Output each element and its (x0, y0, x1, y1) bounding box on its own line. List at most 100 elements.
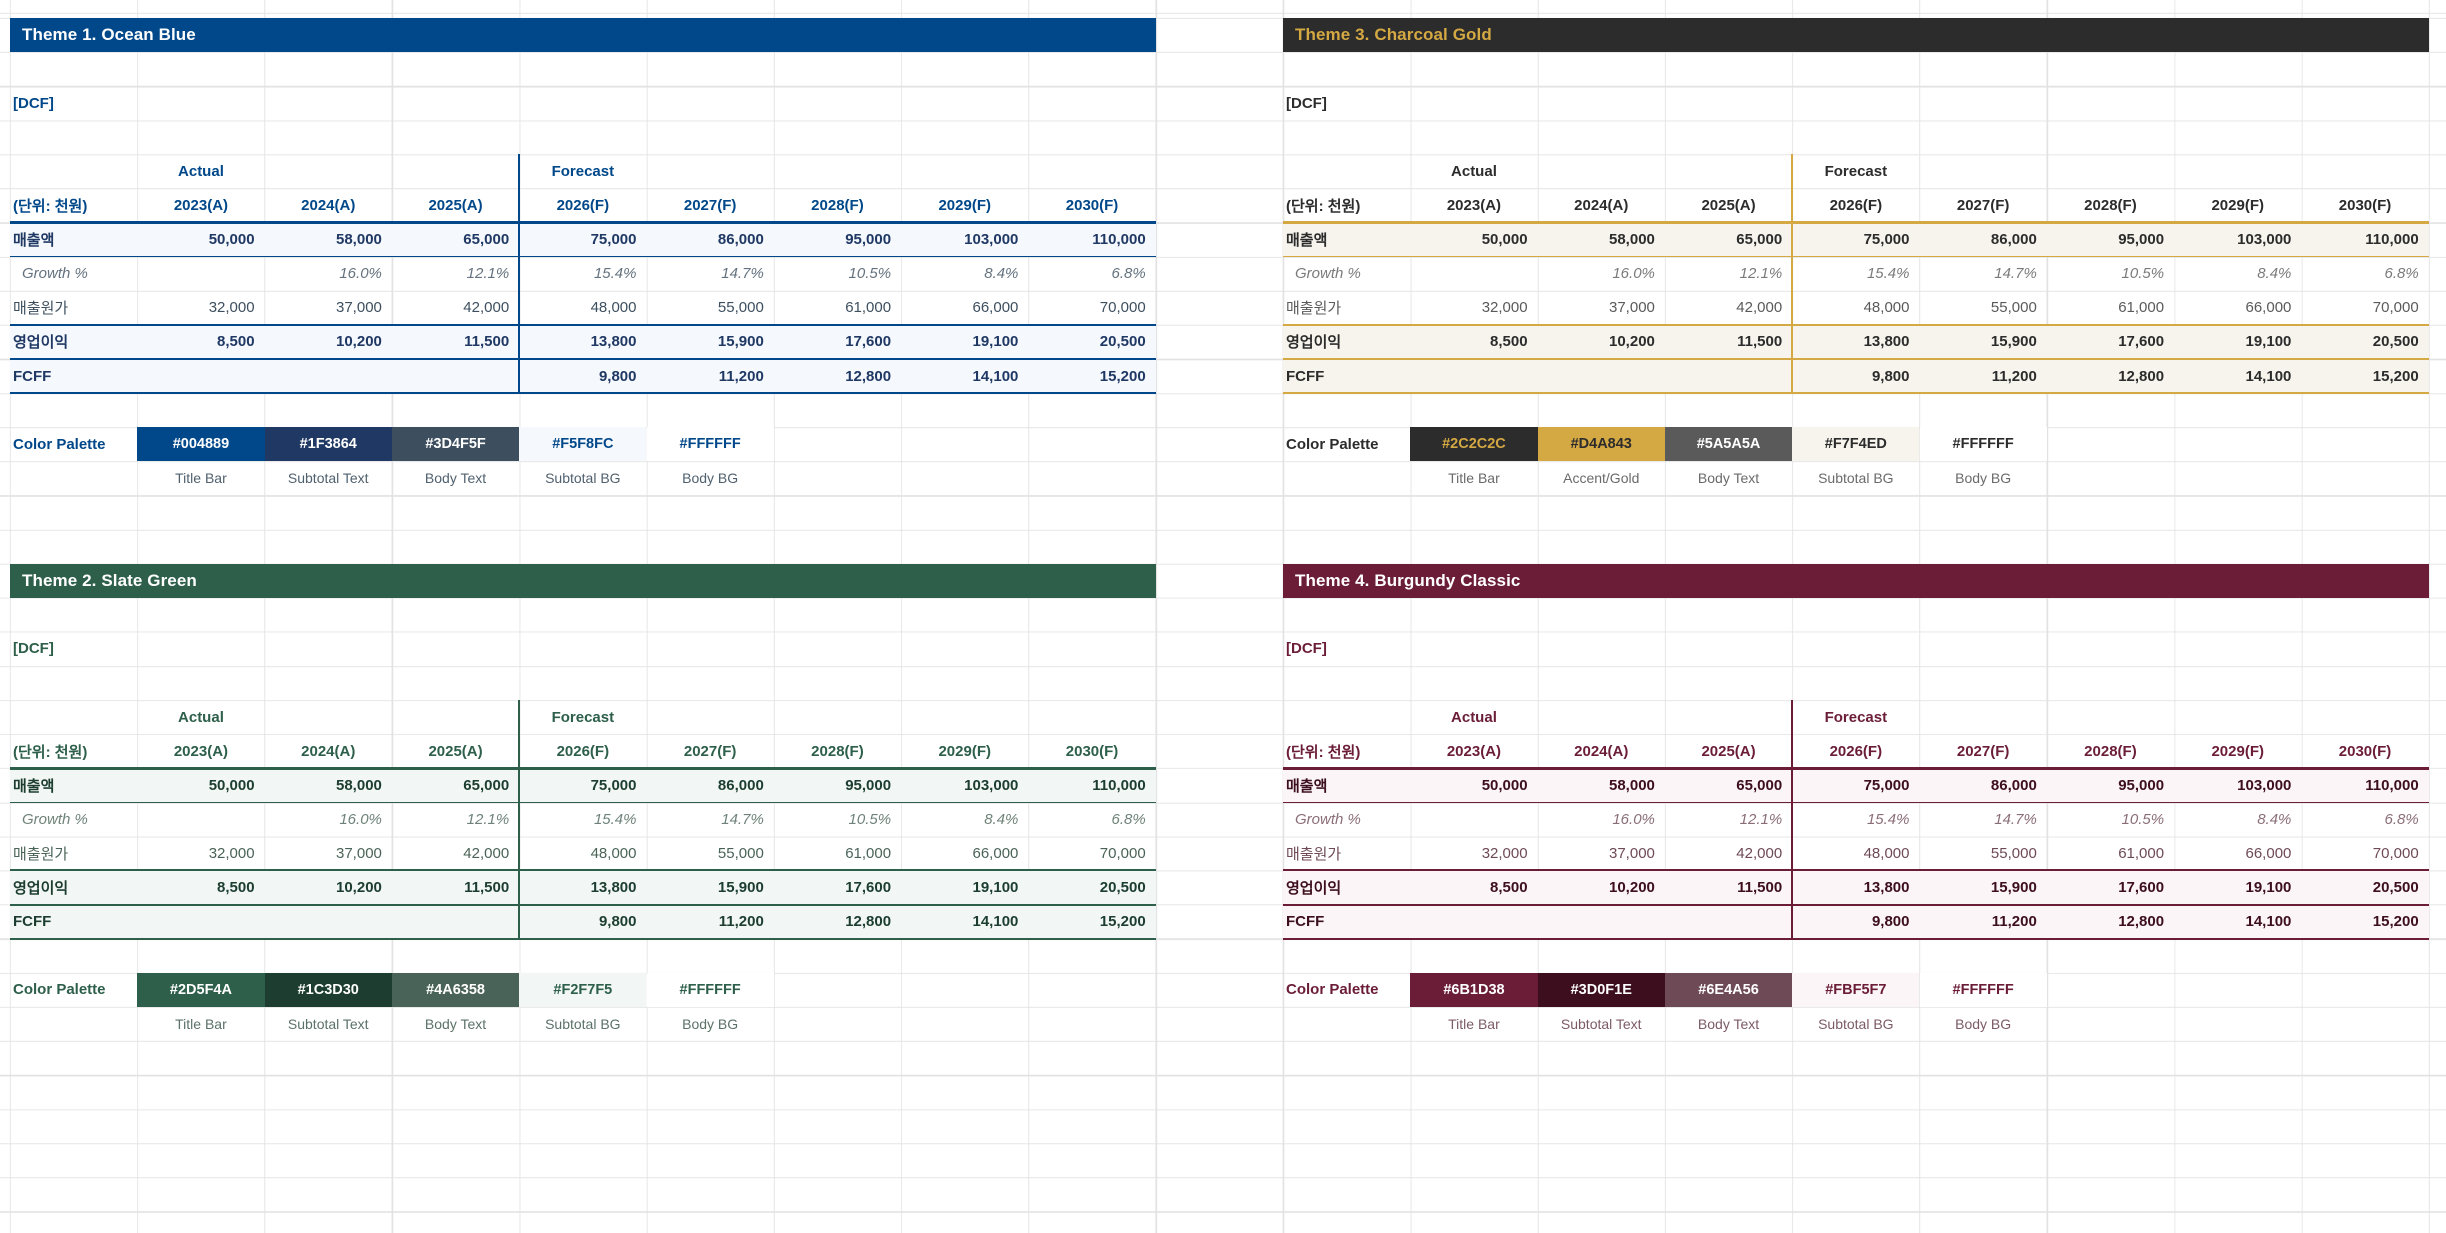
value-cell[interactable]: 8.4% (984, 265, 1019, 283)
group-header-actual[interactable]: Actual (178, 162, 224, 180)
value-cell[interactable]: 12.1% (466, 265, 510, 283)
value-cell[interactable]: 50,000 (208, 231, 255, 249)
unit-label-cell[interactable]: (단위: 천원) (1286, 198, 1361, 216)
value-cell[interactable]: 14,100 (972, 367, 1019, 385)
value-cell[interactable]: 42,000 (463, 844, 510, 862)
year-header-cell[interactable]: 2028(F) (2084, 742, 2137, 760)
value-cell[interactable]: 11,500 (464, 333, 510, 351)
value-cell[interactable]: 42,000 (1736, 299, 1783, 317)
value-cell[interactable]: 14.7% (721, 810, 764, 828)
value-cell[interactable]: 70,000 (1099, 844, 1146, 862)
value-cell[interactable] (265, 905, 392, 939)
value-cell[interactable]: 19,100 (2245, 333, 2292, 351)
value-cell[interactable] (137, 257, 264, 291)
value-cell[interactable]: 13,800 (1863, 879, 1910, 897)
value-cell[interactable] (1538, 359, 1665, 393)
year-header-cell[interactable]: 2029(F) (938, 742, 991, 760)
value-cell[interactable]: 16.0% (339, 265, 382, 283)
value-cell[interactable]: 16.0% (339, 810, 382, 828)
value-cell[interactable]: 15,200 (2372, 367, 2419, 385)
value-cell[interactable]: 12,800 (845, 367, 892, 385)
value-cell[interactable]: 70,000 (2372, 299, 2419, 317)
year-header-cell[interactable]: 2026(F) (1829, 197, 1883, 215)
year-header-cell[interactable]: 2027(F) (1956, 742, 2010, 760)
value-cell[interactable]: 95,000 (2118, 231, 2165, 249)
value-cell[interactable]: 50,000 (1481, 776, 1528, 794)
palette-swatch[interactable]: #D4A843 (1537, 427, 1665, 462)
value-cell[interactable]: 15.4% (593, 810, 637, 828)
value-cell[interactable]: 55,000 (717, 299, 764, 317)
palette-swatch[interactable]: #2D5F4A (137, 972, 265, 1007)
value-cell[interactable]: 66,000 (972, 299, 1019, 317)
value-cell[interactable]: 11,500 (1737, 879, 1783, 897)
row-label-cell[interactable]: FCFF (13, 367, 52, 385)
value-cell[interactable]: 37,000 (336, 844, 382, 862)
year-header-cell[interactable]: 2023(A) (173, 742, 229, 760)
value-cell[interactable] (392, 359, 519, 393)
value-cell[interactable]: 66,000 (972, 844, 1019, 862)
year-header-cell[interactable]: 2029(F) (2211, 742, 2264, 760)
value-cell[interactable]: 42,000 (463, 299, 510, 317)
row-label-cell[interactable]: FCFF (1286, 913, 1325, 931)
value-cell[interactable]: 6.8% (1111, 810, 1146, 828)
dcf-label-cell[interactable]: [DCF] (13, 640, 54, 658)
value-cell[interactable]: 61,000 (845, 844, 892, 862)
value-cell[interactable]: 13,800 (1863, 333, 1910, 351)
value-cell[interactable]: 32,000 (1481, 299, 1528, 317)
row-label-cell[interactable]: 영업이익 (13, 880, 69, 898)
value-cell[interactable]: 13,800 (590, 879, 637, 897)
value-cell[interactable]: 8,500 (217, 333, 255, 351)
year-header-cell[interactable]: 2025(A) (1701, 742, 1756, 760)
value-cell[interactable]: 48,000 (1863, 844, 1910, 862)
value-cell[interactable]: 15,200 (1099, 367, 1146, 385)
year-header-cell[interactable]: 2030(F) (2338, 742, 2392, 760)
value-cell[interactable]: 8,500 (1490, 879, 1528, 897)
value-cell[interactable] (1538, 905, 1665, 939)
value-cell[interactable]: 15.4% (1866, 810, 1910, 828)
value-cell[interactable]: 6.8% (2384, 810, 2419, 828)
value-cell[interactable]: 14,100 (972, 913, 1019, 931)
value-cell[interactable] (1665, 359, 1792, 393)
palette-swatch[interactable]: #FFFFFF (646, 972, 774, 1007)
value-cell[interactable]: 15,900 (717, 879, 764, 897)
year-header-cell[interactable]: 2025(A) (428, 742, 483, 760)
year-header-cell[interactable]: 2025(A) (1701, 197, 1756, 215)
value-cell[interactable]: 9,800 (1871, 367, 1910, 385)
value-cell[interactable]: 58,000 (1609, 776, 1655, 794)
row-label-cell[interactable]: 영업이익 (1286, 334, 1342, 352)
row-label-cell[interactable]: Growth % (1295, 810, 1361, 828)
palette-swatch[interactable]: #F5F8FC (519, 427, 647, 462)
group-header-forecast[interactable]: Forecast (1824, 162, 1888, 180)
unit-label-cell[interactable]: (단위: 천원) (13, 743, 88, 761)
value-cell[interactable]: 11,500 (1737, 333, 1783, 351)
value-cell[interactable]: 12,800 (845, 913, 892, 931)
value-cell[interactable] (137, 905, 264, 939)
year-header-cell[interactable]: 2027(F) (1956, 197, 2010, 215)
value-cell[interactable]: 8.4% (2257, 265, 2292, 283)
value-cell[interactable]: 65,000 (463, 231, 510, 249)
value-cell[interactable]: 17,600 (845, 879, 892, 897)
value-cell[interactable]: 15,900 (717, 333, 764, 351)
value-cell[interactable]: 65,000 (1736, 776, 1783, 794)
value-cell[interactable]: 103,000 (964, 776, 1019, 794)
value-cell[interactable]: 8,500 (217, 879, 255, 897)
value-cell[interactable]: 20,500 (1099, 333, 1146, 351)
value-cell[interactable]: 70,000 (2372, 844, 2419, 862)
value-cell[interactable]: 17,600 (2118, 333, 2165, 351)
value-cell[interactable]: 12,800 (2118, 913, 2165, 931)
value-cell[interactable]: 110,000 (2365, 231, 2419, 249)
value-cell[interactable]: 20,500 (2372, 333, 2419, 351)
value-cell[interactable]: 103,000 (2237, 231, 2292, 249)
value-cell[interactable]: 61,000 (2118, 299, 2165, 317)
year-header-cell[interactable]: 2023(A) (1446, 742, 1502, 760)
row-label-cell[interactable]: 매출원가 (1286, 300, 1342, 318)
unit-label-cell[interactable]: (단위: 천원) (13, 198, 88, 216)
group-header-forecast[interactable]: Forecast (551, 162, 615, 180)
row-label-cell[interactable]: 영업이익 (1286, 880, 1342, 898)
value-cell[interactable]: 10.5% (848, 265, 892, 283)
value-cell[interactable] (1410, 802, 1537, 836)
value-cell[interactable]: 10,200 (1609, 333, 1655, 351)
year-header-cell[interactable]: 2024(A) (1574, 742, 1629, 760)
value-cell[interactable]: 14.7% (721, 265, 764, 283)
value-cell[interactable]: 10.5% (2121, 265, 2165, 283)
